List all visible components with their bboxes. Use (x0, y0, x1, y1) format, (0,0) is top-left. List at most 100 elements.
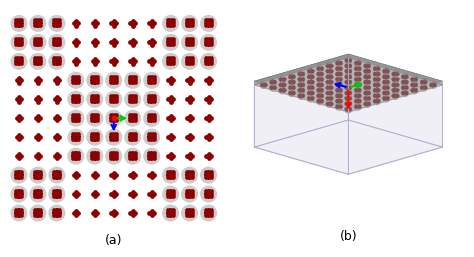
Bar (189, 38, 191, 39)
Circle shape (393, 74, 394, 76)
Circle shape (349, 88, 351, 89)
Bar (71, 155, 73, 157)
Circle shape (330, 82, 332, 84)
Bar (54, 44, 55, 45)
Circle shape (336, 67, 338, 69)
Circle shape (378, 89, 379, 90)
Circle shape (383, 79, 390, 86)
Circle shape (378, 94, 379, 96)
Bar (54, 39, 55, 40)
Bar (90, 136, 91, 138)
Circle shape (430, 83, 432, 85)
Circle shape (349, 77, 351, 78)
Circle shape (340, 94, 342, 96)
Circle shape (132, 193, 134, 195)
Bar (147, 136, 148, 138)
Bar (35, 172, 36, 173)
Bar (71, 98, 73, 100)
Circle shape (346, 91, 347, 93)
Bar (94, 103, 96, 104)
Circle shape (283, 90, 285, 92)
Circle shape (67, 129, 84, 146)
Bar (21, 39, 22, 40)
Circle shape (373, 76, 380, 83)
Bar (170, 19, 172, 20)
Bar (97, 115, 98, 116)
Circle shape (200, 53, 217, 70)
Bar (54, 63, 55, 64)
Circle shape (387, 77, 389, 78)
Circle shape (283, 79, 285, 81)
Circle shape (327, 77, 328, 78)
Bar (132, 151, 134, 153)
Circle shape (346, 86, 347, 88)
Bar (52, 212, 54, 214)
Circle shape (37, 117, 39, 119)
Bar (40, 20, 41, 21)
Bar (132, 159, 134, 161)
Bar (40, 177, 41, 178)
Bar (117, 155, 118, 157)
Circle shape (308, 98, 310, 100)
Circle shape (330, 102, 332, 104)
Circle shape (340, 96, 342, 97)
Bar (109, 80, 110, 81)
Bar (155, 117, 156, 119)
Bar (75, 103, 77, 104)
Bar (16, 210, 17, 211)
Circle shape (355, 89, 357, 90)
Circle shape (326, 95, 333, 102)
Bar (16, 44, 17, 45)
Circle shape (368, 98, 370, 100)
Circle shape (336, 71, 342, 78)
Circle shape (374, 67, 375, 69)
Circle shape (415, 83, 417, 85)
Bar (41, 61, 43, 62)
Circle shape (336, 98, 342, 105)
Bar (54, 215, 55, 216)
Circle shape (374, 94, 375, 96)
Circle shape (421, 82, 423, 84)
Circle shape (280, 78, 282, 80)
Bar (40, 44, 41, 45)
Circle shape (151, 23, 153, 24)
Circle shape (200, 205, 217, 222)
Circle shape (402, 75, 404, 77)
Bar (193, 212, 194, 214)
Bar (154, 139, 155, 140)
Circle shape (208, 136, 210, 138)
Circle shape (326, 68, 333, 75)
Circle shape (365, 91, 366, 93)
Circle shape (387, 88, 389, 89)
Circle shape (346, 70, 347, 71)
Circle shape (383, 86, 385, 88)
Circle shape (368, 102, 370, 104)
Bar (22, 23, 24, 24)
Circle shape (302, 94, 304, 96)
Bar (59, 196, 60, 197)
Circle shape (48, 15, 65, 32)
Circle shape (29, 34, 46, 51)
Bar (94, 95, 96, 96)
Circle shape (411, 90, 413, 92)
Circle shape (336, 78, 338, 80)
Circle shape (312, 91, 313, 93)
Circle shape (326, 73, 333, 80)
Circle shape (326, 84, 333, 91)
Circle shape (274, 81, 276, 82)
Bar (59, 215, 60, 216)
Circle shape (283, 78, 285, 80)
Bar (41, 23, 43, 24)
Bar (113, 95, 115, 96)
Bar (21, 196, 22, 197)
Circle shape (368, 91, 370, 93)
Bar (90, 117, 91, 119)
Circle shape (293, 86, 295, 88)
Circle shape (132, 23, 134, 24)
Bar (154, 115, 155, 116)
Bar (18, 19, 20, 20)
Circle shape (359, 69, 361, 70)
Circle shape (312, 81, 313, 82)
Bar (154, 134, 155, 135)
Bar (16, 63, 17, 64)
